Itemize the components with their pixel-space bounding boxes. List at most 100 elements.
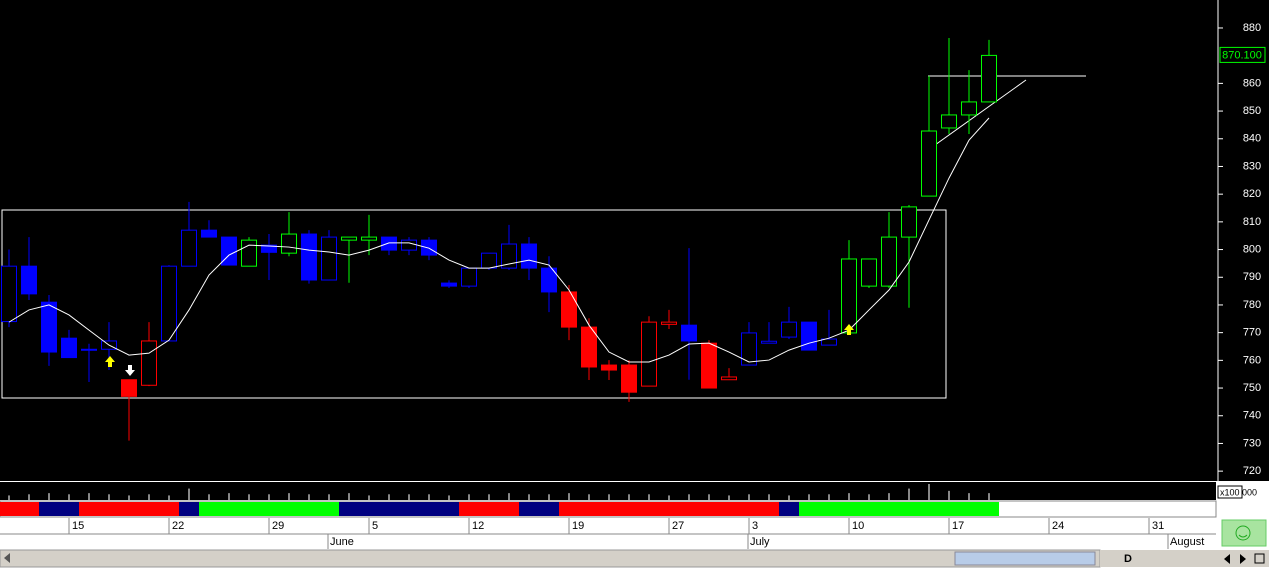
volume-bar bbox=[768, 494, 770, 500]
candle-body bbox=[701, 342, 717, 389]
volume-bar bbox=[488, 494, 490, 500]
phase-segment bbox=[439, 502, 459, 516]
toolbar-button[interactable] bbox=[1240, 554, 1246, 564]
y-tick-label: 820 bbox=[1243, 188, 1261, 200]
y-tick-label: 830 bbox=[1243, 160, 1261, 172]
candle-body bbox=[581, 326, 597, 368]
volume-bar bbox=[168, 495, 170, 500]
volume-bar bbox=[68, 494, 70, 500]
volume-bar bbox=[948, 490, 950, 500]
candle-body bbox=[521, 243, 537, 269]
volume-unit: x100 bbox=[1220, 487, 1240, 497]
toolbar-button[interactable]: D bbox=[1124, 553, 1132, 565]
y-tick-label: 810 bbox=[1243, 216, 1261, 228]
phase-segment bbox=[119, 502, 139, 516]
y-tick-label: 730 bbox=[1243, 437, 1261, 449]
y-tick-label: 760 bbox=[1243, 354, 1261, 366]
volume-bar bbox=[828, 494, 830, 500]
volume-bar bbox=[728, 495, 730, 500]
x-tick-label: 29 bbox=[272, 520, 284, 532]
status-button[interactable] bbox=[1221, 519, 1267, 547]
volume-bar bbox=[448, 495, 450, 500]
volume-bar bbox=[308, 494, 310, 500]
phase-segment bbox=[319, 502, 339, 516]
phase-segment bbox=[279, 502, 299, 516]
candle-body bbox=[81, 348, 97, 351]
phase-segment bbox=[819, 502, 839, 516]
sell-arrow bbox=[125, 365, 135, 376]
candle-body bbox=[901, 206, 917, 238]
candle-body bbox=[141, 340, 157, 386]
candle-body bbox=[661, 321, 677, 325]
volume-bar bbox=[648, 494, 650, 500]
volume-bar bbox=[808, 494, 810, 500]
volume-bar bbox=[368, 495, 370, 500]
toolbar-button[interactable] bbox=[1254, 553, 1265, 564]
moving-average bbox=[8, 117, 990, 363]
candle-body bbox=[921, 130, 937, 197]
y-tick-label: 740 bbox=[1243, 410, 1261, 422]
volume-bar bbox=[208, 494, 210, 500]
candle-body bbox=[981, 54, 997, 103]
toolbar bbox=[1100, 550, 1269, 567]
candle-body bbox=[161, 265, 177, 342]
phase-segment bbox=[579, 502, 599, 516]
volume-bar bbox=[888, 493, 890, 500]
candle-body bbox=[381, 236, 397, 251]
candle-body bbox=[121, 379, 137, 397]
candle-body bbox=[21, 265, 37, 295]
phase-segment bbox=[139, 502, 159, 516]
volume-bar bbox=[528, 494, 530, 500]
candle-body bbox=[881, 236, 897, 287]
y-tick-label: 800 bbox=[1243, 243, 1261, 255]
scroll-thumb[interactable] bbox=[954, 551, 1096, 566]
volume-bar bbox=[988, 493, 990, 500]
phase-segment bbox=[559, 502, 579, 516]
volume-bar bbox=[688, 494, 690, 500]
scroll-left[interactable] bbox=[4, 553, 10, 563]
volume-bar bbox=[468, 494, 470, 500]
phase-segment bbox=[79, 502, 99, 516]
y-tick-label: 880 bbox=[1243, 22, 1261, 34]
phase-segment bbox=[379, 502, 399, 516]
toolbar-button[interactable] bbox=[1224, 554, 1230, 564]
y-tick-label: 780 bbox=[1243, 299, 1261, 311]
candle-body bbox=[321, 236, 337, 281]
candle-body bbox=[741, 332, 757, 366]
candle-body bbox=[201, 229, 217, 238]
smiley-icon bbox=[1238, 534, 1248, 538]
month-label: July bbox=[750, 536, 770, 548]
phase-segment bbox=[919, 502, 939, 516]
x-tick-label: 19 bbox=[572, 520, 584, 532]
phase-segment bbox=[839, 502, 859, 516]
x-tick-label: 15 bbox=[72, 520, 84, 532]
x-tick-label: 5 bbox=[372, 520, 378, 532]
volume-unit-box bbox=[1217, 485, 1243, 499]
candle-body bbox=[801, 321, 817, 351]
smiley-icon bbox=[1235, 525, 1251, 541]
candle-body bbox=[641, 321, 657, 387]
volume-bar bbox=[348, 493, 350, 500]
candle-body bbox=[421, 239, 437, 256]
x-tick-label: 31 bbox=[1152, 520, 1164, 532]
phase-segment bbox=[879, 502, 899, 516]
candle-body bbox=[861, 258, 877, 287]
phase-segment bbox=[419, 502, 439, 516]
phase-segment bbox=[179, 502, 199, 516]
phase-segment bbox=[519, 502, 539, 516]
candle-body bbox=[561, 291, 577, 328]
phase-segment bbox=[479, 502, 499, 516]
phase-segment bbox=[759, 502, 779, 516]
volume-bar bbox=[388, 494, 390, 500]
x-tick-label: 10 bbox=[852, 520, 864, 532]
phase-segment bbox=[679, 502, 699, 516]
phase-segment bbox=[659, 502, 679, 516]
phase-segment bbox=[979, 502, 999, 516]
candle-body bbox=[61, 337, 77, 359]
phase-segment bbox=[899, 502, 919, 516]
y-tick-label: 770 bbox=[1243, 327, 1261, 339]
scrollbar[interactable] bbox=[0, 549, 1101, 568]
volume-bar bbox=[568, 493, 570, 500]
candle-body bbox=[301, 233, 317, 281]
